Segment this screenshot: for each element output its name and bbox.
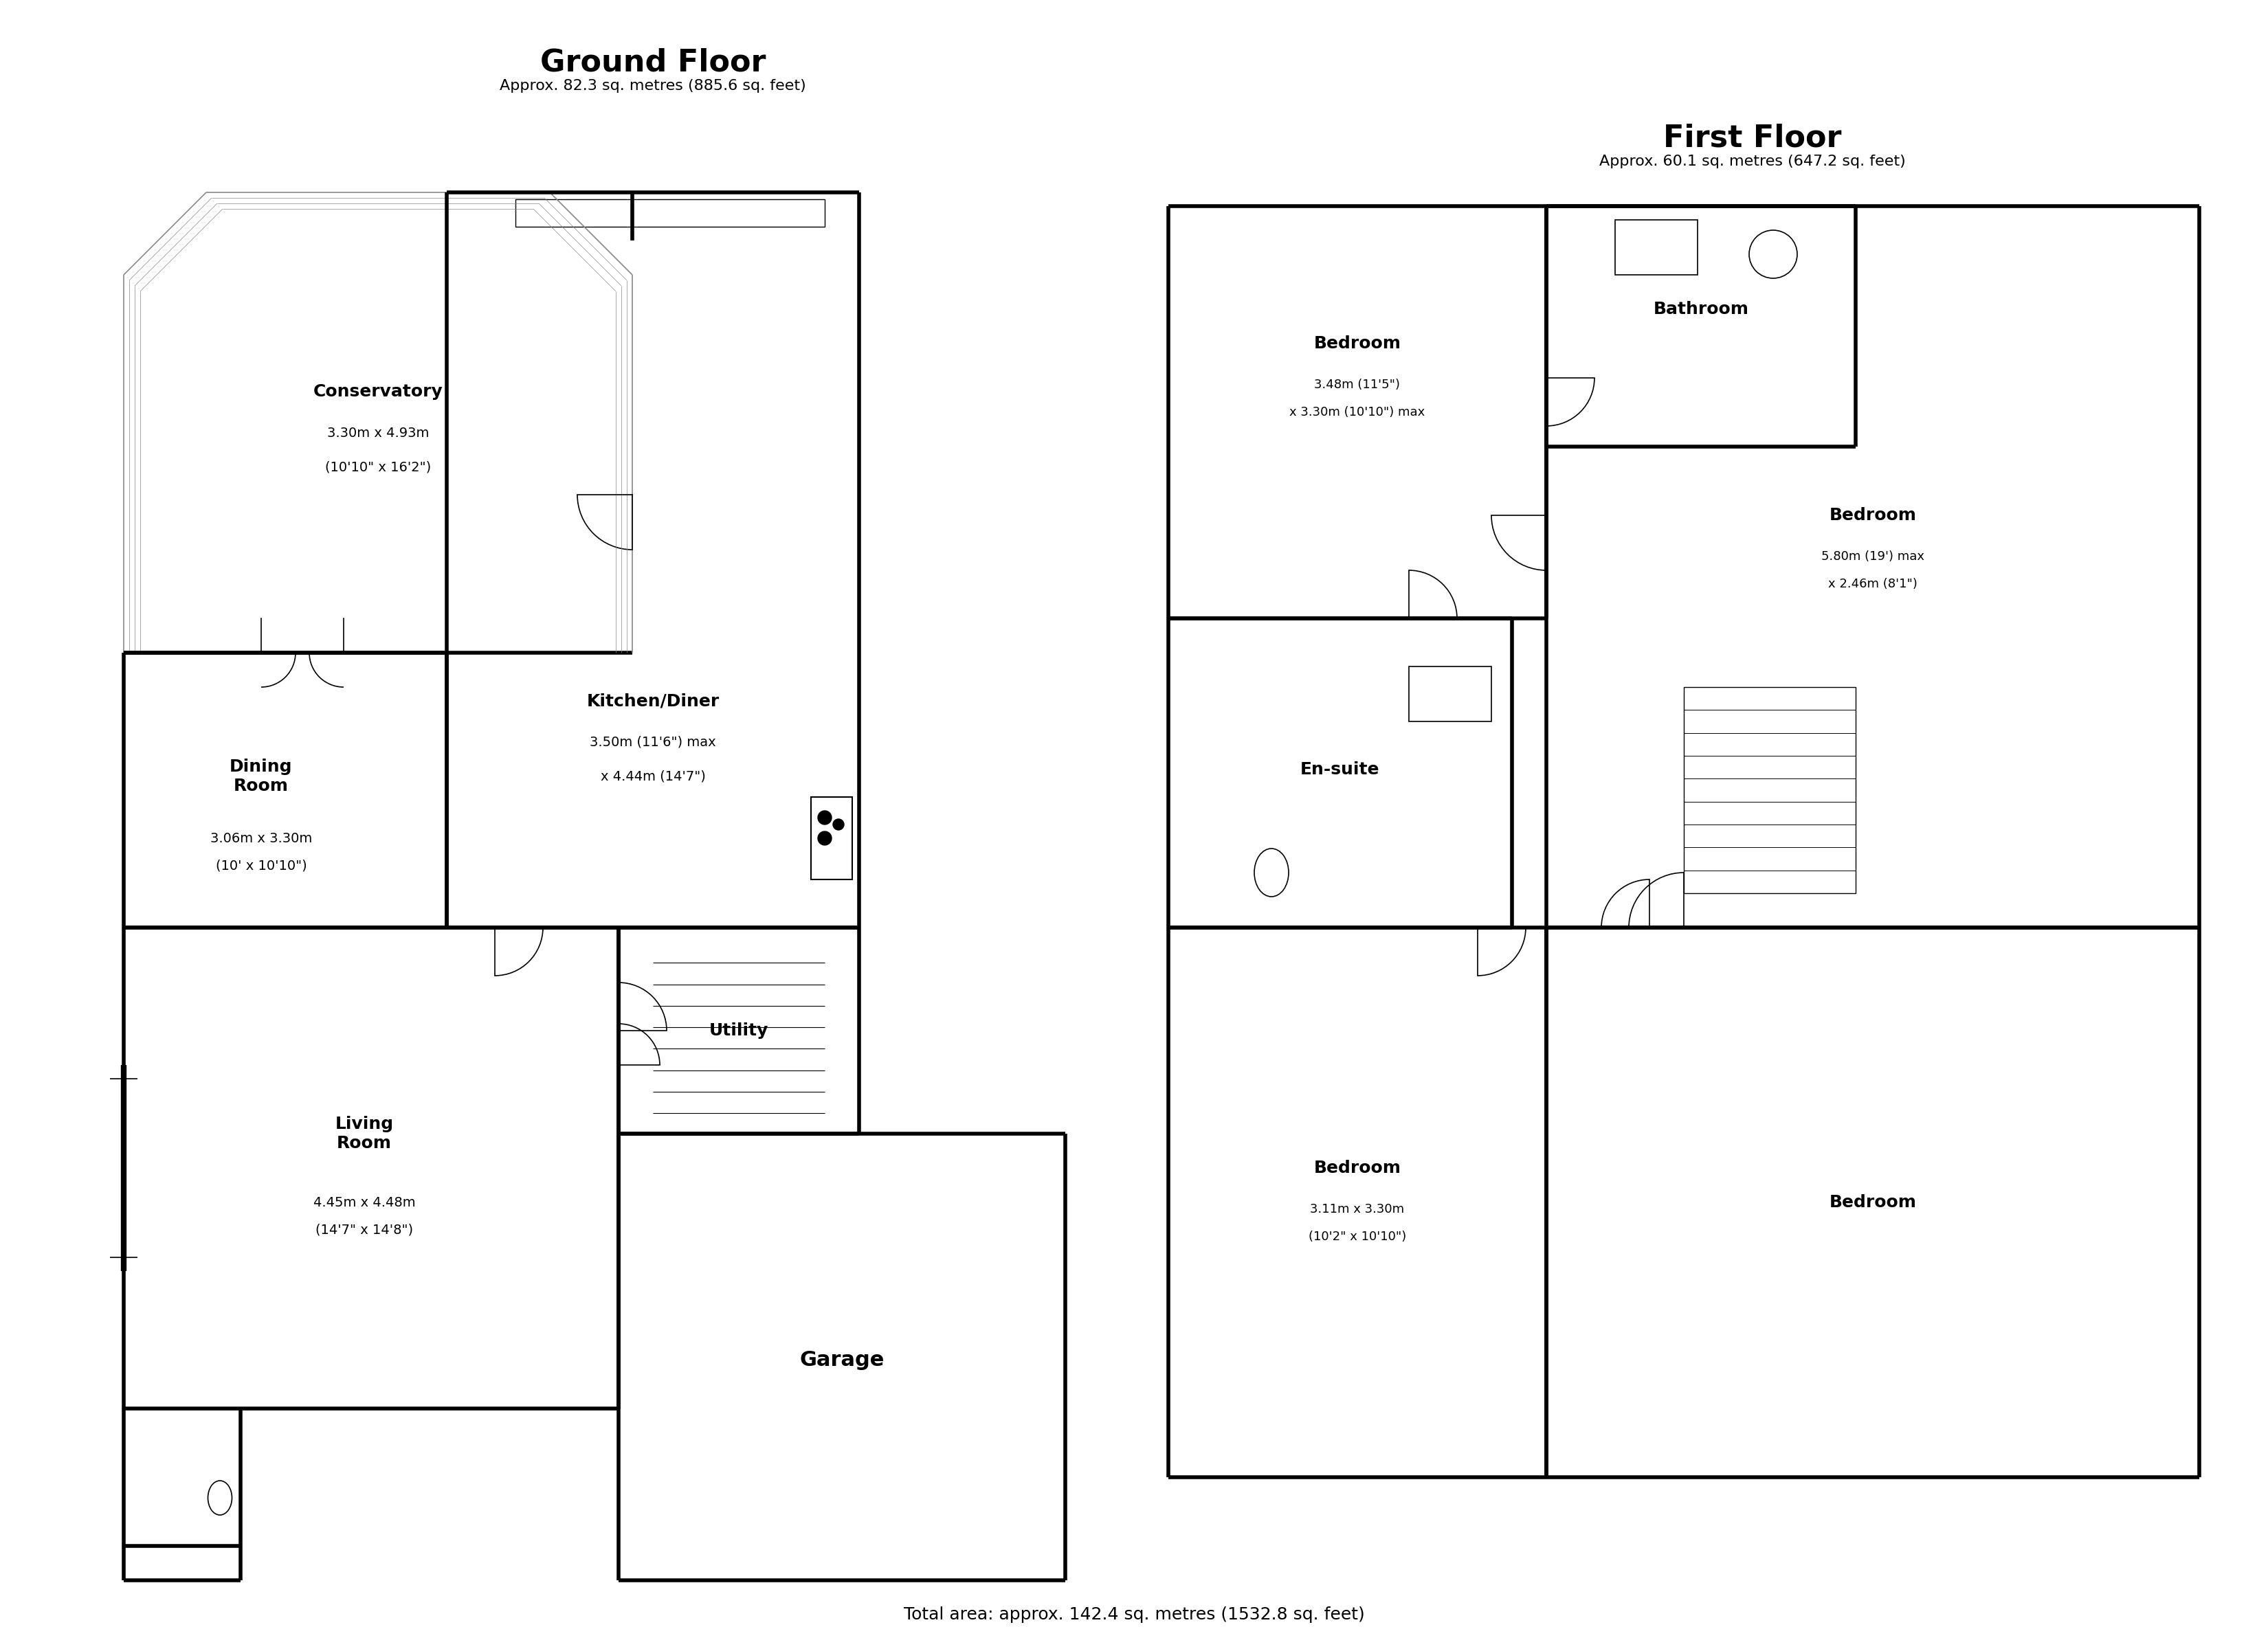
- Text: x 4.44m (14'7"): x 4.44m (14'7"): [601, 770, 705, 783]
- Text: 3.30m x 4.93m: 3.30m x 4.93m: [327, 427, 429, 439]
- Text: Bedroom: Bedroom: [1313, 335, 1402, 351]
- Text: Bedroom: Bedroom: [1313, 1159, 1402, 1176]
- Text: Conservatory: Conservatory: [313, 383, 442, 399]
- Text: 5.80m (19') max: 5.80m (19') max: [1821, 551, 1923, 562]
- Bar: [515, 200, 826, 226]
- Text: (10' x 10'10"): (10' x 10'10"): [215, 859, 306, 872]
- Text: Total area: approx. 142.4 sq. metres (1532.8 sq. feet): Total area: approx. 142.4 sq. metres (15…: [903, 1606, 1365, 1623]
- Bar: [1615, 219, 1696, 275]
- Text: Garage: Garage: [801, 1351, 885, 1370]
- Text: 4.45m x 4.48m: 4.45m x 4.48m: [313, 1196, 415, 1209]
- Text: Ground Floor: Ground Floor: [540, 48, 767, 78]
- Text: Kitchen/Diner: Kitchen/Diner: [587, 693, 719, 709]
- Text: Living
Room: Living Room: [336, 1116, 395, 1151]
- Text: Bedroom: Bedroom: [1830, 508, 1916, 524]
- Text: 3.06m x 3.30m: 3.06m x 3.30m: [211, 831, 313, 844]
- Text: x 2.46m (8'1"): x 2.46m (8'1"): [1828, 577, 1916, 590]
- Text: 3.11m x 3.30m: 3.11m x 3.30m: [1311, 1204, 1404, 1215]
- Bar: [1683, 688, 1855, 894]
- Text: Approx. 82.3 sq. metres (885.6 sq. feet): Approx. 82.3 sq. metres (885.6 sq. feet): [499, 79, 805, 92]
- Text: (10'2" x 10'10"): (10'2" x 10'10"): [1309, 1230, 1406, 1243]
- Circle shape: [819, 831, 832, 844]
- Text: Dining
Room: Dining Room: [229, 759, 293, 795]
- Bar: [812, 796, 853, 879]
- Text: En-suite: En-suite: [1300, 762, 1379, 778]
- Text: x 3.30m (10'10") max: x 3.30m (10'10") max: [1290, 406, 1424, 419]
- Bar: [1408, 666, 1492, 722]
- Text: 3.48m (11'5"): 3.48m (11'5"): [1315, 379, 1399, 391]
- Text: (14'7" x 14'8"): (14'7" x 14'8"): [315, 1224, 413, 1237]
- Text: Approx. 60.1 sq. metres (647.2 sq. feet): Approx. 60.1 sq. metres (647.2 sq. feet): [1599, 155, 1905, 168]
- Text: Utility: Utility: [710, 1022, 769, 1039]
- Circle shape: [819, 811, 832, 824]
- Text: Bathroom: Bathroom: [1653, 300, 1749, 317]
- Text: (10'10" x 16'2"): (10'10" x 16'2"): [324, 460, 431, 473]
- Circle shape: [832, 820, 844, 829]
- Text: 3.50m (11'6") max: 3.50m (11'6") max: [590, 735, 717, 749]
- Text: Bedroom: Bedroom: [1830, 1194, 1916, 1210]
- Text: First Floor: First Floor: [1662, 124, 1842, 153]
